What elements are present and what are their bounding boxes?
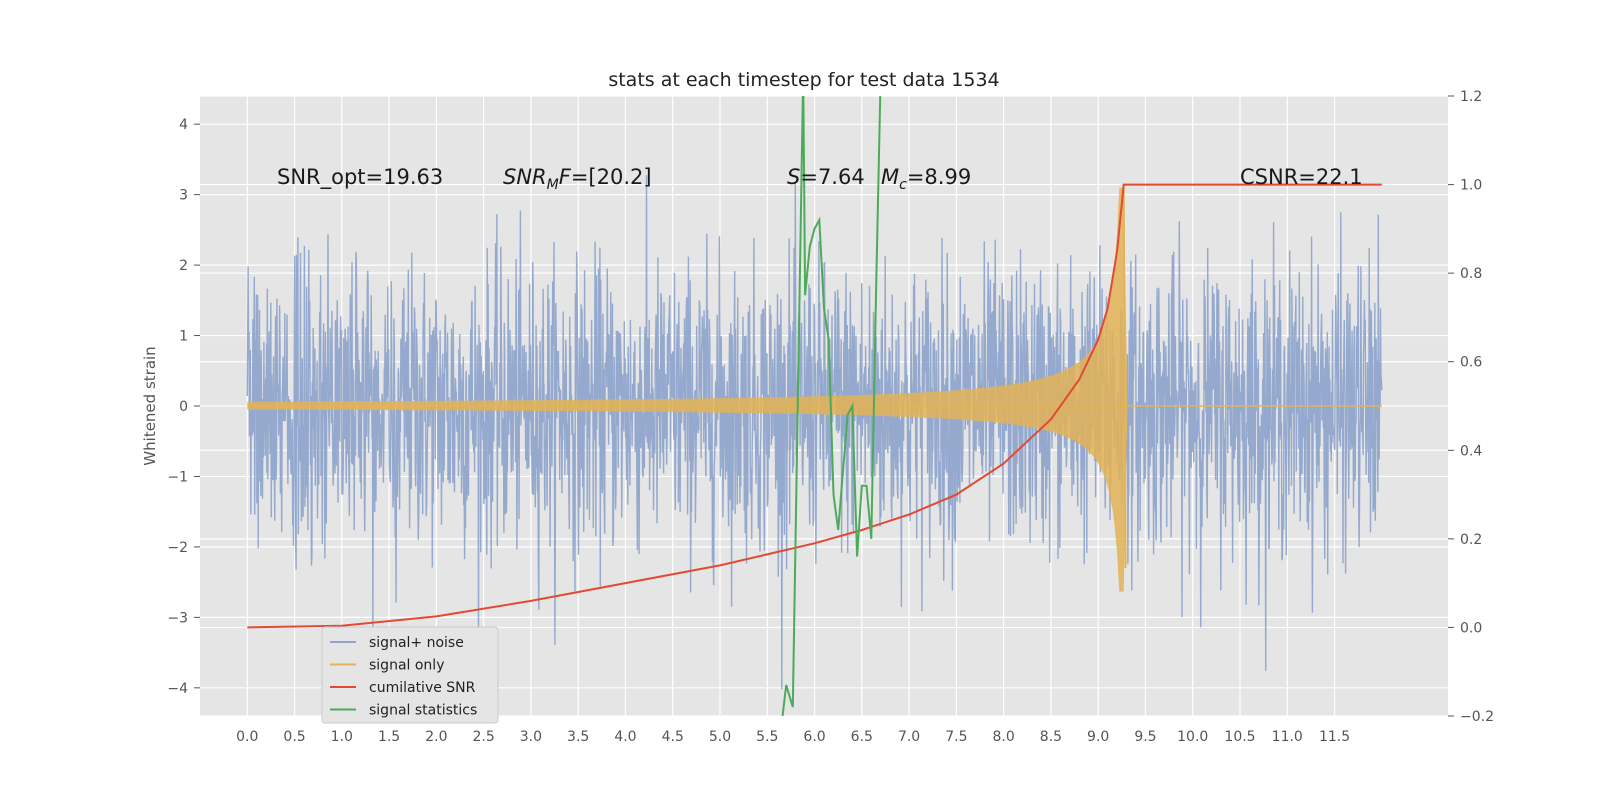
x-tick-label: 4.5 [662,729,684,745]
annotations: SNR_opt=19.63 SNRMF=[20.2] S=7.64 Mc=8.9… [277,165,1363,193]
snr-opt-annotation: SNR_opt=19.63 [277,165,443,190]
x-tick-label: 11.0 [1272,729,1303,745]
x-tick-label: 8.5 [1040,729,1062,745]
y2-tick-label: 0.8 [1460,266,1482,282]
s-annotation: S=7.64 [787,165,865,189]
x-tick-label: 5.0 [709,729,731,745]
s-var: S [787,165,800,189]
y2-tick-label: 0.2 [1460,532,1482,548]
x-tick-label: 9.0 [1087,729,1109,745]
legend-box [321,626,499,724]
x-tick-label: 3.0 [520,729,542,745]
series-layer [246,96,1383,716]
legend-label: signal only [369,658,444,674]
series-signal-noise [246,175,1383,690]
mc-var: M [881,165,899,189]
series-cumulative-snr [247,183,1382,629]
x-tick-label: 2.0 [425,729,447,745]
snr-mf-rest: =[20.2] [571,165,652,189]
y-axis-label: Whitened strain [141,346,159,465]
x-tick-label: 1.5 [378,729,400,745]
y2-tick-label: −0.2 [1460,709,1494,725]
series-signal-statistics [720,96,882,716]
y-tick-label: 3 [179,188,188,204]
x-tick-label: 11.5 [1319,729,1350,745]
legend-label: signal+ noise [369,635,464,651]
snr-mf-base: SNR [503,165,547,189]
snr-mf-sub: M [547,177,559,193]
y2-tick-label: 0.4 [1460,443,1482,459]
chart-title: stats at each timestep for test data 153… [608,69,999,91]
y-tick-label: −4 [167,681,188,697]
x-tick-label: 7.5 [945,729,967,745]
x-tick-label: 10.5 [1224,729,1255,745]
y2-tick-label: 1.0 [1460,178,1482,194]
x-tick-label: 3.5 [567,729,589,745]
s-value: =7.64 [800,165,864,189]
y-tick-label: −2 [167,540,188,556]
snr-mf-f: F [559,165,572,189]
mc-sub: c [899,177,907,193]
x-tick-label: 6.5 [851,729,873,745]
y2-tick-label: 0.6 [1460,355,1482,371]
series-signal-only-merger [1122,187,1127,569]
x-tick-label: 2.5 [473,729,495,745]
x-tick-label: 7.0 [898,729,920,745]
y-tick-label: 1 [179,329,188,345]
y-tick-label: 0 [179,399,188,415]
legend-label: cumilative SNR [369,680,476,696]
x-axis: 0.0 0.5 1.0 1.5 2.0 2.5 3.0 3.5 4.0 4.5 5.0 5.5 6.0 6… [236,729,1350,745]
y2-tick-label: 1.2 [1460,89,1482,105]
y2-tick-label: 0.0 [1460,620,1482,636]
legend-label: signal statistics [369,703,477,719]
y-axis-left: −4 −3 −2 −1 0 1 2 3 4 [167,117,200,697]
x-tick-label: 4.0 [614,729,636,745]
x-tick-label: 0.5 [283,729,305,745]
y-axis-right: −0.2 0.0 0.2 0.4 0.6 0.8 1.0 1.2 [1448,89,1494,725]
mc-value: =8.99 [907,165,971,189]
y-tick-label: −1 [167,469,188,485]
y-tick-label: 2 [179,258,188,274]
y-tick-label: 4 [179,117,188,133]
x-tick-label: 8.0 [993,729,1015,745]
x-tick-label: 10.0 [1177,729,1208,745]
x-tick-label: 9.5 [1134,729,1156,745]
x-tick-label: 0.0 [236,729,258,745]
x-tick-label: 6.0 [803,729,825,745]
y-tick-label: −3 [167,610,188,626]
x-tick-label: 5.5 [756,729,778,745]
mc-annotation: Mc=8.99 [881,165,971,193]
x-tick-label: 1.0 [331,729,353,745]
snr-mf-annotation: SNRMF=[20.2] [503,165,652,193]
csnr-annotation: CSNR=22.1 [1240,165,1363,189]
legend: signal+ noise signal only cumilative SNR si… [321,626,499,724]
